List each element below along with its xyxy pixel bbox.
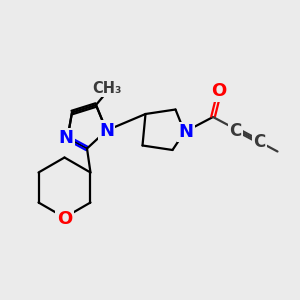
Text: N: N xyxy=(178,123,194,141)
Text: O: O xyxy=(57,210,72,228)
Text: CH₃: CH₃ xyxy=(92,81,121,96)
Text: N: N xyxy=(99,122,114,140)
Text: C: C xyxy=(230,122,242,140)
Text: O: O xyxy=(212,82,226,100)
Text: C: C xyxy=(254,133,266,151)
Text: N: N xyxy=(58,129,74,147)
